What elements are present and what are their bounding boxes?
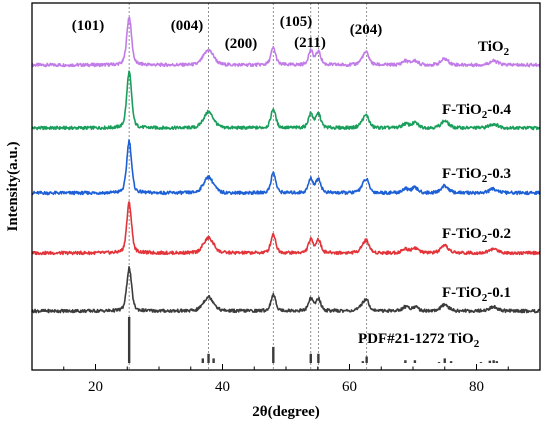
x-tick-label-20: 20: [88, 379, 103, 395]
series-line-3: [31, 201, 541, 256]
series-label-1: F-TiO2-0.4: [442, 102, 511, 121]
series-label-2: F-TiO2-0.3: [442, 166, 511, 185]
xrd-series: [31, 16, 541, 314]
peak-label-0: (101): [72, 18, 105, 34]
reference-lines: [128, 3, 368, 370]
reference-pattern: [127, 317, 499, 363]
series-label-0: TiO2: [478, 39, 510, 58]
peak-label-2: (200): [225, 36, 258, 52]
series-label-3: F-TiO2-0.2: [442, 226, 511, 245]
series-label-4: F-TiO2-0.1: [442, 285, 511, 304]
peak-label-4: (211): [294, 35, 326, 51]
x-tick-label-40: 40: [215, 379, 230, 395]
y-axis-label: Intensity(a.u.): [5, 141, 21, 231]
reference-pattern-label: PDF#21-1272 TiO2: [358, 331, 480, 350]
series-line-4: [31, 266, 541, 314]
x-axis-ticks: 20 40 60 80: [31, 364, 541, 395]
x-tick-label-80: 80: [469, 379, 484, 395]
peak-label-5: (204): [350, 22, 383, 38]
series-labels: TiO2 F-TiO2-0.4 F-TiO2-0.3 F-TiO2-0.2 F-TiO2…: [358, 39, 511, 350]
peak-labels: (101) (004) (200) (105) (211) (204): [72, 14, 383, 52]
series-line-2: [31, 139, 541, 196]
x-tick-label-60: 60: [342, 379, 357, 395]
peak-label-1: (004): [171, 18, 204, 34]
series-line-1: [31, 70, 541, 131]
plot-frame: [31, 2, 541, 371]
series-line-0: [31, 16, 541, 68]
x-axis-label: 2θ(degree): [252, 404, 320, 420]
peak-label-3: (105): [280, 14, 313, 30]
